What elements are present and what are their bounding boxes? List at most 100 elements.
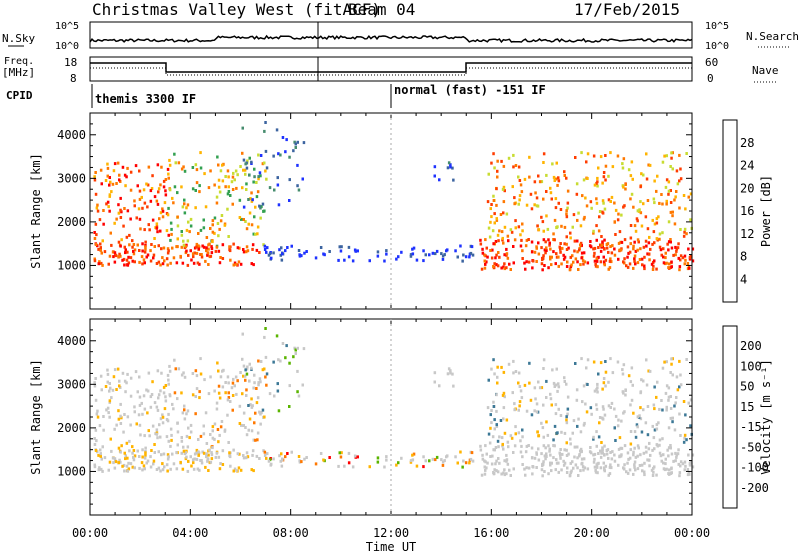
velocity-cell bbox=[517, 408, 520, 412]
velocity-cell bbox=[263, 415, 266, 419]
power-cell bbox=[537, 228, 541, 232]
velocity-cell bbox=[629, 442, 633, 446]
power-cell bbox=[288, 155, 291, 159]
velocity-cell bbox=[468, 461, 471, 465]
velocity-cell bbox=[565, 382, 568, 386]
velocity-cell bbox=[229, 464, 232, 468]
power-cell bbox=[252, 263, 255, 267]
velocity-cell bbox=[246, 365, 249, 369]
velocity-cell bbox=[689, 461, 693, 464]
velocity-cell bbox=[499, 419, 503, 422]
velocity-cell bbox=[227, 441, 230, 444]
velocity-cell bbox=[203, 378, 206, 382]
velocity-cell bbox=[301, 383, 304, 387]
velocity-cell bbox=[632, 453, 635, 457]
velocity-cell bbox=[532, 465, 535, 469]
power-cell bbox=[593, 259, 597, 263]
velocity-cell bbox=[338, 451, 341, 455]
power-cell bbox=[207, 186, 211, 190]
velocity-cell bbox=[126, 469, 130, 473]
velocity-cell bbox=[104, 385, 108, 388]
power-cell bbox=[667, 189, 671, 193]
velocity-cell bbox=[604, 370, 608, 374]
power-cell bbox=[94, 171, 97, 174]
power-cell bbox=[164, 178, 168, 181]
power-cell bbox=[120, 210, 123, 214]
power-cell bbox=[95, 206, 99, 210]
power-cell bbox=[163, 201, 167, 205]
velocity-cell bbox=[553, 385, 556, 388]
velocity-cell bbox=[675, 455, 678, 459]
velocity-cell bbox=[669, 444, 672, 447]
power-cell bbox=[596, 180, 599, 184]
power-cell bbox=[195, 251, 199, 255]
power-cell bbox=[553, 238, 556, 242]
velocity-cell bbox=[648, 369, 652, 373]
velocity-cell bbox=[542, 403, 545, 407]
power-cell bbox=[124, 184, 127, 188]
power-cell bbox=[623, 204, 626, 208]
power-cell bbox=[157, 190, 160, 194]
velocity-cell bbox=[166, 457, 170, 461]
power-cell bbox=[301, 177, 304, 181]
power-cell bbox=[589, 200, 593, 204]
velocity-cell bbox=[562, 463, 566, 467]
velocity-cell bbox=[595, 403, 598, 407]
velocity-cell bbox=[554, 468, 557, 472]
power-cell bbox=[629, 242, 632, 246]
power-cell bbox=[128, 243, 131, 247]
power-cell bbox=[209, 169, 212, 173]
power-cell bbox=[186, 263, 190, 267]
velocity-cell bbox=[585, 366, 588, 370]
power-cell bbox=[124, 248, 127, 252]
power-cell bbox=[189, 249, 192, 253]
velocity-cell bbox=[507, 445, 510, 449]
power-cell bbox=[441, 257, 445, 261]
power-cell bbox=[653, 241, 656, 245]
velocity-cell bbox=[501, 442, 504, 446]
power-cell bbox=[543, 248, 547, 252]
velocity-cell bbox=[579, 430, 583, 434]
velocity-cell bbox=[217, 440, 220, 444]
power-cell bbox=[250, 160, 253, 164]
velocity-cell bbox=[133, 410, 136, 414]
power-cell bbox=[595, 181, 598, 185]
velocity-cell bbox=[245, 456, 248, 460]
velocity-cell bbox=[153, 451, 156, 454]
power-cell bbox=[691, 259, 695, 263]
power-cell bbox=[175, 261, 179, 265]
power-cell bbox=[616, 218, 620, 222]
power-cell bbox=[491, 248, 494, 252]
velocity-cell bbox=[547, 444, 550, 448]
velocity-cell bbox=[652, 470, 655, 474]
velocity-cell bbox=[161, 468, 165, 472]
velocity-cell bbox=[685, 438, 688, 442]
velocity-cell bbox=[195, 457, 199, 461]
power-cell bbox=[246, 159, 249, 163]
power-cell bbox=[492, 242, 495, 246]
power-cell bbox=[634, 262, 637, 266]
velocity-cell bbox=[676, 452, 680, 456]
velocity-cell bbox=[125, 381, 128, 385]
velocity-cell bbox=[549, 392, 552, 396]
power-cell bbox=[514, 226, 517, 230]
velocity-cell bbox=[215, 407, 219, 411]
velocity-cell bbox=[183, 404, 186, 408]
velocity-cell bbox=[133, 466, 136, 470]
power-cell bbox=[648, 163, 652, 167]
power-cell bbox=[565, 209, 568, 213]
power-cell bbox=[204, 205, 208, 209]
velocity-cell bbox=[161, 462, 164, 466]
colorbar-tick-label: 8 bbox=[740, 250, 747, 264]
power-cell bbox=[278, 248, 281, 252]
velocity-cell bbox=[495, 424, 499, 428]
power-cell bbox=[443, 253, 446, 257]
velocity-cell bbox=[189, 430, 193, 434]
velocity-cell bbox=[679, 373, 682, 377]
velocity-cell bbox=[572, 466, 575, 470]
power-cell bbox=[608, 259, 612, 263]
power-cell bbox=[481, 251, 485, 255]
velocity-cell bbox=[446, 372, 450, 376]
power-cell bbox=[226, 192, 230, 196]
velocity-cell bbox=[236, 452, 240, 456]
